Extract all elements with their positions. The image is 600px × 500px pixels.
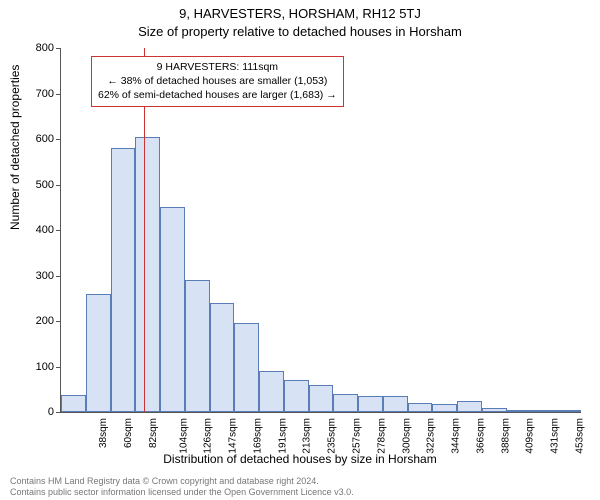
y-tick-label: 500 [36,179,54,191]
bar [210,303,235,412]
y-tick-mark [56,139,60,140]
x-tick-label: 366sqm [475,418,486,454]
y-tick-label: 300 [36,270,54,282]
chart-title-line1: 9, HARVESTERS, HORSHAM, RH12 5TJ [0,6,600,21]
bar [333,394,358,412]
y-tick-label: 200 [36,315,54,327]
y-tick-label: 700 [36,88,54,100]
bar [309,385,334,412]
y-tick-mark [56,185,60,186]
bar [383,396,408,412]
bar [259,371,284,412]
footer: Contains HM Land Registry data © Crown c… [10,476,590,498]
x-tick-label: 126sqm [203,418,214,454]
y-tick-mark [56,367,60,368]
annotation-box: 9 HARVESTERS: 111sqm ← 38% of detached h… [91,56,344,107]
x-tick-label: 82sqm [148,418,159,448]
annotation-line3: 62% of semi-detached houses are larger (… [98,88,337,102]
x-tick-label: 38sqm [98,418,109,448]
x-tick-label: 104sqm [178,418,189,454]
x-tick-label: 300sqm [401,418,412,454]
bar [432,404,457,412]
x-tick-label: 191sqm [277,418,288,454]
y-tick-mark [56,230,60,231]
x-tick-label: 344sqm [451,418,462,454]
bar [482,408,507,412]
annotation-line2: ← 38% of detached houses are smaller (1,… [98,74,337,88]
y-tick-mark [56,48,60,49]
bar [234,323,259,412]
x-tick-label: 169sqm [253,418,264,454]
bar [160,207,185,412]
x-tick-label: 278sqm [376,418,387,454]
bar [358,396,383,412]
bar [185,280,210,412]
x-tick-label: 388sqm [500,418,511,454]
y-tick-mark [56,412,60,413]
bar [284,380,309,412]
footer-line2: Contains public sector information licen… [10,487,590,498]
x-tick-label: 60sqm [123,418,134,448]
x-tick-label: 147sqm [228,418,239,454]
plot-area: 9 HARVESTERS: 111sqm ← 38% of detached h… [60,48,581,413]
bar [408,403,433,412]
bar [532,410,557,412]
annotation-line1: 9 HARVESTERS: 111sqm [98,60,337,74]
y-tick-label: 100 [36,361,54,373]
bar [111,148,136,412]
x-tick-label: 409sqm [525,418,536,454]
chart-title-line2: Size of property relative to detached ho… [0,24,600,39]
bar [135,137,160,412]
x-tick-label: 322sqm [426,418,437,454]
x-tick-label: 453sqm [574,418,585,454]
y-tick-label: 0 [48,406,54,418]
y-tick-label: 800 [36,42,54,54]
y-tick-label: 400 [36,224,54,236]
x-tick-label: 213sqm [302,418,313,454]
x-tick-label: 235sqm [327,418,338,454]
x-axis-label: Distribution of detached houses by size … [0,452,600,466]
y-tick-mark [56,276,60,277]
y-tick-label: 600 [36,133,54,145]
x-tick-label: 257sqm [352,418,363,454]
chart-container: 9, HARVESTERS, HORSHAM, RH12 5TJ Size of… [0,0,600,500]
bar [507,410,532,412]
footer-line1: Contains HM Land Registry data © Crown c… [10,476,590,487]
bar [556,410,581,412]
bar [457,401,482,412]
bar [61,395,86,412]
y-tick-mark [56,321,60,322]
y-tick-mark [56,94,60,95]
bar [86,294,111,412]
y-axis-label: Number of detached properties [8,65,22,230]
x-tick-label: 431sqm [550,418,561,454]
